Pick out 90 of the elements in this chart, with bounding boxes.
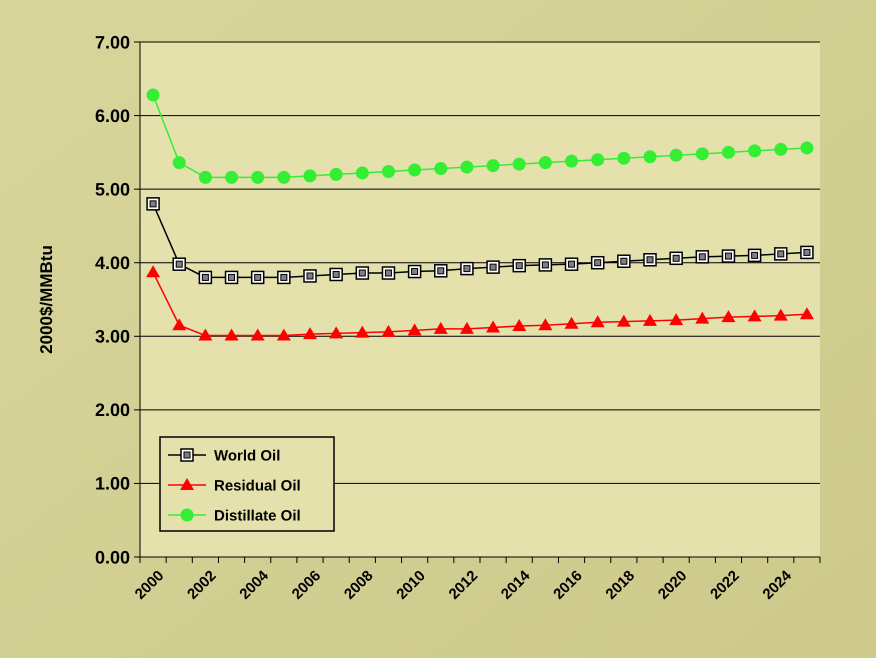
point	[356, 166, 369, 180]
point	[198, 270, 212, 284]
point	[722, 249, 736, 263]
point	[382, 164, 395, 178]
point	[774, 142, 788, 156]
point	[564, 257, 578, 271]
point	[538, 258, 552, 272]
point	[224, 270, 238, 284]
point	[434, 162, 448, 176]
point	[408, 323, 422, 336]
point	[303, 269, 317, 283]
point	[748, 309, 762, 322]
point	[512, 318, 526, 331]
point	[408, 264, 422, 278]
point	[486, 159, 500, 172]
point	[146, 265, 160, 278]
point	[355, 326, 370, 338]
y-tick-label: 4.00	[94, 253, 130, 274]
point	[460, 160, 474, 174]
point	[748, 144, 762, 158]
point	[330, 168, 343, 181]
point	[643, 314, 657, 326]
point	[172, 156, 186, 170]
point	[643, 253, 657, 267]
point	[486, 260, 500, 274]
point	[590, 315, 605, 328]
point	[250, 270, 264, 284]
point	[250, 328, 265, 341]
point	[617, 254, 631, 268]
point	[644, 150, 656, 164]
point	[748, 248, 762, 262]
point	[800, 307, 814, 320]
point	[460, 322, 474, 334]
point	[721, 310, 736, 322]
point	[172, 257, 186, 271]
point	[172, 318, 186, 330]
point	[277, 270, 291, 284]
point	[303, 327, 317, 340]
point	[590, 256, 604, 270]
point	[774, 308, 788, 321]
point	[225, 170, 238, 184]
legend-label: World Oil	[214, 447, 280, 464]
point	[146, 88, 160, 102]
point	[434, 322, 448, 334]
point	[695, 312, 710, 324]
point	[276, 328, 291, 341]
point	[146, 197, 160, 211]
point	[696, 147, 709, 160]
point	[381, 324, 396, 337]
point	[198, 170, 212, 184]
y-tick-label: 5.00	[94, 179, 130, 200]
point	[198, 328, 212, 341]
point	[277, 170, 290, 184]
point	[616, 314, 631, 327]
point	[591, 153, 604, 166]
point	[669, 252, 683, 266]
point	[408, 164, 422, 177]
point	[800, 246, 814, 260]
point	[669, 313, 684, 326]
point	[512, 258, 526, 272]
legend-label: Residual Oil	[214, 477, 301, 494]
y-tick-label: 2.00	[94, 400, 130, 420]
point	[329, 268, 343, 282]
point	[460, 262, 474, 276]
y-tick-label: 6.00	[94, 106, 130, 126]
point	[304, 169, 316, 182]
point	[774, 247, 788, 261]
point	[564, 316, 579, 329]
point	[512, 158, 526, 171]
point	[800, 141, 814, 154]
point	[382, 266, 396, 280]
y-axis-title: 2000$/MMBtu	[37, 245, 56, 354]
point	[251, 170, 264, 184]
point	[538, 156, 552, 170]
point	[224, 328, 239, 341]
point	[565, 154, 578, 168]
point	[538, 318, 552, 330]
y-tick-label: 0.00	[94, 547, 130, 568]
point	[670, 148, 683, 162]
y-tick-label: 7.00	[94, 32, 130, 52]
point	[329, 326, 344, 338]
point	[434, 264, 448, 278]
point	[486, 320, 500, 332]
y-tick-label: 1.00	[94, 474, 130, 494]
point	[356, 266, 370, 280]
legend-label: Distillate Oil	[214, 507, 301, 524]
y-tick-label: 3.00	[94, 326, 130, 347]
point	[617, 152, 630, 165]
point	[722, 146, 735, 159]
point	[696, 250, 710, 264]
